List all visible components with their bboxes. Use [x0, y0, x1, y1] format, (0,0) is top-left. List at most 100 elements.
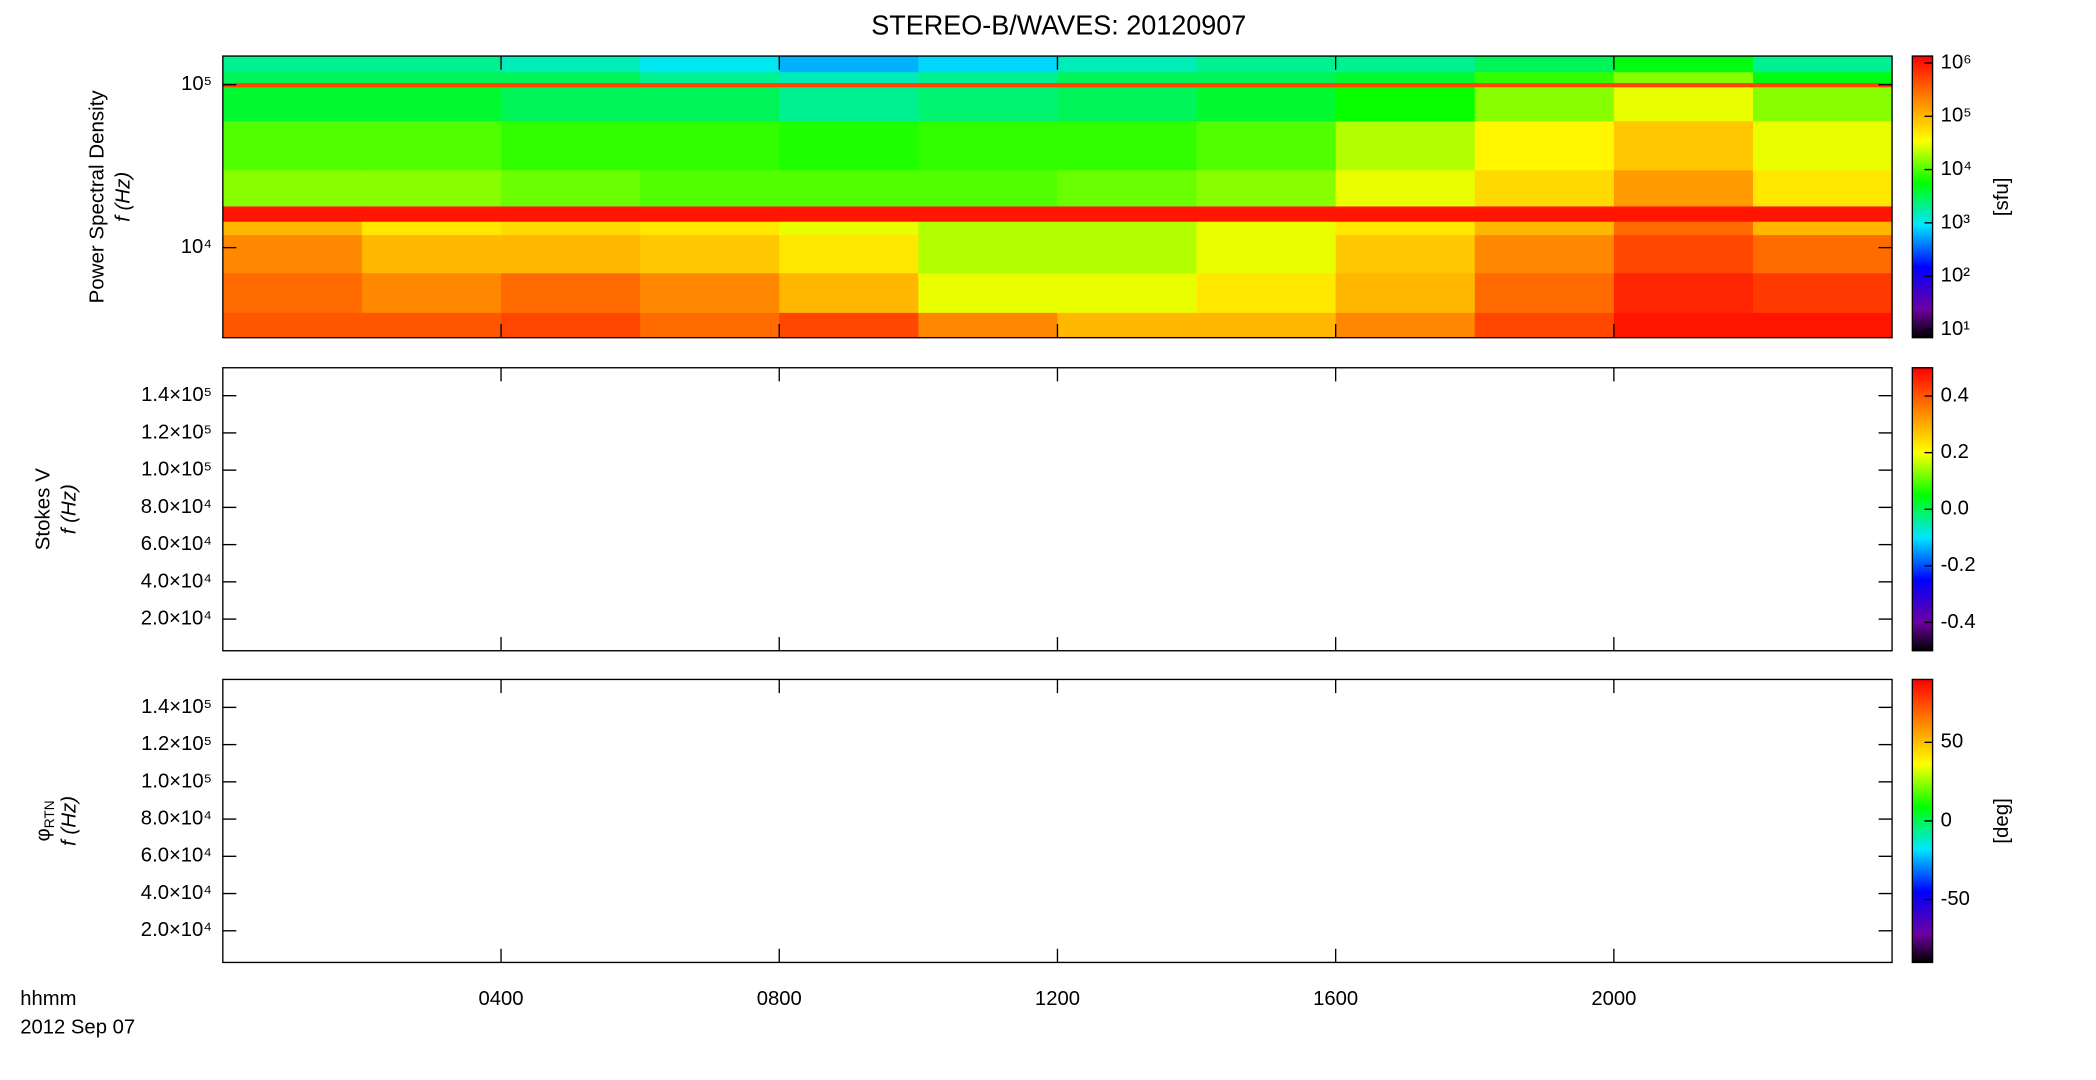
heatmap-cell — [1474, 120, 1615, 171]
heatmap-cell — [1335, 221, 1476, 236]
heatmap-cell — [222, 56, 363, 73]
x-tick-label: 1600 — [1313, 988, 1358, 1010]
y-tick-label: 6.0×10⁴ — [141, 845, 212, 867]
heatmap-cell — [918, 221, 1058, 236]
heatmap-cell — [1752, 120, 1893, 171]
y-axis-label: f (Hz) — [59, 796, 81, 846]
heatmap-cell — [918, 234, 1058, 274]
colorbar-tick-label: 10³ — [1941, 211, 1970, 233]
heatmap-cell — [779, 272, 919, 313]
heatmap-cell — [1196, 56, 1337, 73]
colorbar-label: [sfu] — [1991, 177, 2013, 216]
heatmap-cell — [1196, 206, 1337, 222]
heatmap-cell — [501, 71, 641, 84]
heatmap-cell — [640, 169, 780, 207]
heatmap-cell — [361, 272, 502, 313]
y-tick-label: 8.0×10⁴ — [141, 496, 212, 518]
heatmap-cell — [1335, 312, 1476, 339]
heatmap-cell — [1752, 272, 1893, 313]
heatmap-cell — [779, 82, 919, 88]
colorbar-tick-label: -50 — [1941, 888, 1970, 910]
heatmap-cell — [1474, 272, 1615, 313]
heatmap-cell — [1752, 56, 1893, 73]
y-axis-label: Power Spectral Density — [87, 90, 109, 304]
colorbar-frame — [1911, 55, 1934, 339]
heatmap-cell — [1335, 82, 1476, 88]
heatmap-cell — [361, 169, 502, 207]
y-axis-label: Stokes V — [33, 468, 55, 550]
colorbar-tick-label: 0.4 — [1941, 384, 1969, 406]
plot-frame — [222, 367, 1893, 652]
heatmap-cell — [1335, 56, 1476, 73]
heatmap-cell — [640, 120, 780, 171]
colorbar-tick-label: 50 — [1941, 731, 1964, 753]
heatmap-cell — [918, 82, 1058, 88]
colorbar — [1912, 367, 1933, 651]
heatmap-cell — [1057, 169, 1197, 207]
heatmap-cell — [222, 234, 363, 274]
colorbar-tick-label: 0.2 — [1941, 441, 1969, 463]
y-tick-label: 10⁵ — [181, 73, 212, 95]
heatmap-cell — [918, 169, 1058, 207]
y-tick-label: 4.0×10⁴ — [141, 882, 212, 904]
x-tick-label: 0800 — [757, 988, 802, 1010]
heatmap-cell — [779, 71, 919, 84]
heatmap-cell — [1057, 312, 1197, 339]
heatmap-cell — [1474, 169, 1615, 207]
heatmap-cell — [1613, 71, 1754, 84]
y-axis-label-text: Power Spectral Density — [87, 90, 109, 304]
heatmap-cell — [1752, 312, 1893, 339]
heatmap-cell — [640, 221, 780, 236]
colorbar-tick-label: 10⁶ — [1941, 51, 1972, 73]
heatmap-cell — [1752, 169, 1893, 207]
heatmap-cell — [1613, 272, 1754, 313]
heatmap-cell — [640, 71, 780, 84]
heatmap-cell — [361, 86, 502, 122]
heatmap-cell — [640, 272, 780, 313]
chart-title: STEREO-B/WAVES: 20120907 — [871, 9, 1246, 40]
heatmap-cell — [222, 312, 363, 339]
heatmap-cell — [918, 206, 1058, 222]
heatmap-cell — [222, 71, 363, 84]
heatmap-cell — [640, 234, 780, 274]
heatmap-cell — [1613, 206, 1754, 222]
heatmap-cell — [222, 206, 363, 222]
x-tick-label: 0400 — [479, 988, 524, 1010]
heatmap-cell — [779, 234, 919, 274]
heatmap-cell — [361, 221, 502, 236]
heatmap-cell — [361, 82, 502, 88]
heatmap-cell — [918, 272, 1058, 313]
heatmap-cell — [1057, 272, 1197, 313]
colorbar — [1912, 56, 1933, 338]
y-tick-label: 8.0×10⁴ — [141, 807, 212, 829]
heatmap-cell — [1196, 234, 1337, 274]
heatmap-cell — [1613, 234, 1754, 274]
heatmap-cell — [1335, 206, 1476, 222]
colorbar-tick-label: 10² — [1941, 264, 1970, 286]
heatmap-cell — [1057, 56, 1197, 73]
y-axis-label-text: φ — [33, 828, 55, 841]
y-tick-label: 1.4×10⁵ — [141, 384, 212, 406]
colorbar-tick-label: 0 — [1941, 809, 1952, 831]
heatmap-cell — [1613, 56, 1754, 73]
heatmap-cell — [1474, 206, 1615, 222]
heatmap-cell — [779, 312, 919, 339]
heatmap-cell — [1752, 221, 1893, 236]
heatmap-cell — [361, 234, 502, 274]
heatmap-cell — [501, 206, 641, 222]
heatmap-cell — [1613, 221, 1754, 236]
colorbar-tick-label: 10⁴ — [1941, 158, 1972, 180]
y-axis-label: f (Hz) — [113, 172, 135, 222]
heatmap-cell — [1196, 82, 1337, 88]
y-tick-label: 1.2×10⁵ — [141, 733, 212, 755]
x-axis-label: hhmm — [20, 988, 76, 1010]
heatmap-cell — [501, 86, 641, 122]
heatmap-cell — [640, 312, 780, 339]
colorbar-tick-label: 10¹ — [1941, 318, 1970, 340]
heatmap-cell — [222, 221, 363, 236]
heatmap-cell — [918, 56, 1058, 73]
y-axis-label-sub: RTN — [42, 800, 57, 828]
heatmap-cell — [1752, 206, 1893, 222]
heatmap-cell — [1474, 312, 1615, 339]
